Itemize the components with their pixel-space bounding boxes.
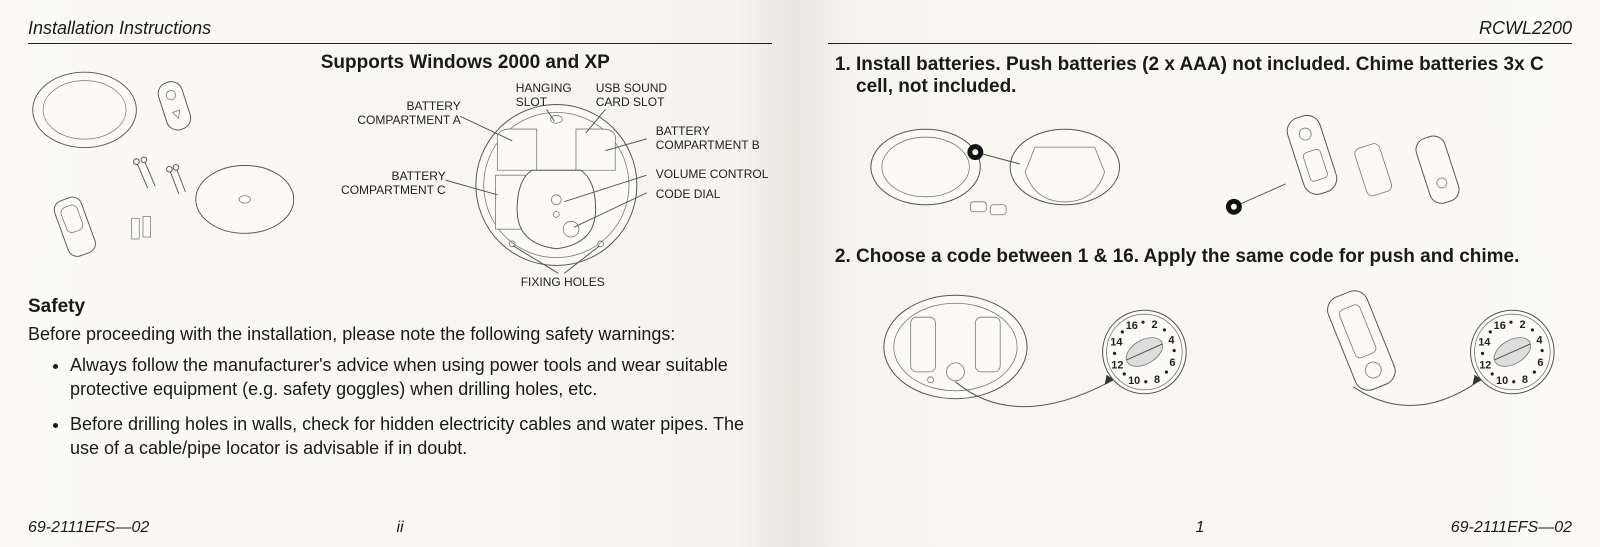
- page-number: 1: [1196, 519, 1205, 537]
- svg-text:10: 10: [1496, 375, 1508, 387]
- safety-intro: Before proceeding with the installation,…: [28, 324, 772, 345]
- svg-text:6: 6: [1169, 357, 1175, 369]
- step1-illustration: [856, 102, 1572, 232]
- safety-list: Always follow the manufacturer's advice …: [28, 353, 772, 460]
- svg-text:12: 12: [1479, 360, 1491, 372]
- left-page: Installation Instructions: [0, 0, 800, 547]
- svg-text:10: 10: [1128, 375, 1140, 387]
- doc-number: 69-2111EFS—02: [1451, 519, 1572, 537]
- svg-text:12: 12: [1111, 360, 1123, 372]
- safety-item: Always follow the manufacturer's advice …: [70, 353, 772, 402]
- left-footer: 69-2111EFS—02 ii: [28, 519, 772, 537]
- page-number: ii: [396, 519, 403, 537]
- step-1: Install batteries. Push batteries (2 x A…: [856, 54, 1572, 232]
- label-usb: USB SOUND CARD SLOT: [596, 82, 686, 110]
- label-hanging: HANGING SLOT: [516, 82, 586, 110]
- left-header: Installation Instructions: [28, 18, 772, 44]
- step2-illustration: 246810121416246810121416: [856, 272, 1572, 422]
- right-header: RCWL2200: [828, 18, 1572, 44]
- diagram-title: Supports Windows 2000 and XP: [321, 52, 772, 74]
- svg-text:6: 6: [1537, 357, 1543, 369]
- right-page: RCWL2200 Install batteries. Push batteri…: [800, 0, 1600, 547]
- right-footer: 1 69-2111EFS—02: [828, 519, 1572, 537]
- safety-heading: Safety: [28, 296, 772, 318]
- svg-text:16: 16: [1126, 320, 1138, 332]
- label-fixing: FIXING HOLES: [521, 276, 621, 290]
- svg-text:16: 16: [1494, 320, 1506, 332]
- svg-text:14: 14: [1110, 337, 1123, 349]
- steps-list: Install batteries. Push batteries (2 x A…: [828, 54, 1572, 422]
- step-2: Choose a code between 1 & 16. Apply the …: [856, 246, 1572, 422]
- parts-illustration: [28, 52, 311, 262]
- label-code-dial: CODE DIAL: [656, 188, 756, 202]
- svg-text:8: 8: [1154, 374, 1160, 386]
- doc-number: 69-2111EFS—02: [28, 519, 149, 537]
- svg-text:4: 4: [1168, 334, 1175, 346]
- label-battery-a: BATTERY COMPARTMENT A: [351, 100, 461, 128]
- diagram-area: BATTERY COMPARTMENT A HANGING SLOT USB S…: [311, 80, 772, 290]
- svg-text:4: 4: [1536, 334, 1543, 346]
- label-battery-b: BATTERY COMPARTMENT B: [656, 125, 776, 153]
- left-top-row: Supports Windows 2000 and XP BATTERY COM…: [28, 52, 772, 290]
- safety-item: Before drilling holes in walls, check fo…: [70, 412, 772, 461]
- diagram-column: Supports Windows 2000 and XP BATTERY COM…: [311, 52, 772, 290]
- svg-text:8: 8: [1522, 374, 1528, 386]
- label-volume: VOLUME CONTROL: [656, 168, 786, 182]
- label-battery-c: BATTERY COMPARTMENT C: [326, 170, 446, 198]
- svg-text:14: 14: [1478, 337, 1491, 349]
- svg-text:2: 2: [1152, 319, 1158, 331]
- svg-text:2: 2: [1519, 319, 1525, 331]
